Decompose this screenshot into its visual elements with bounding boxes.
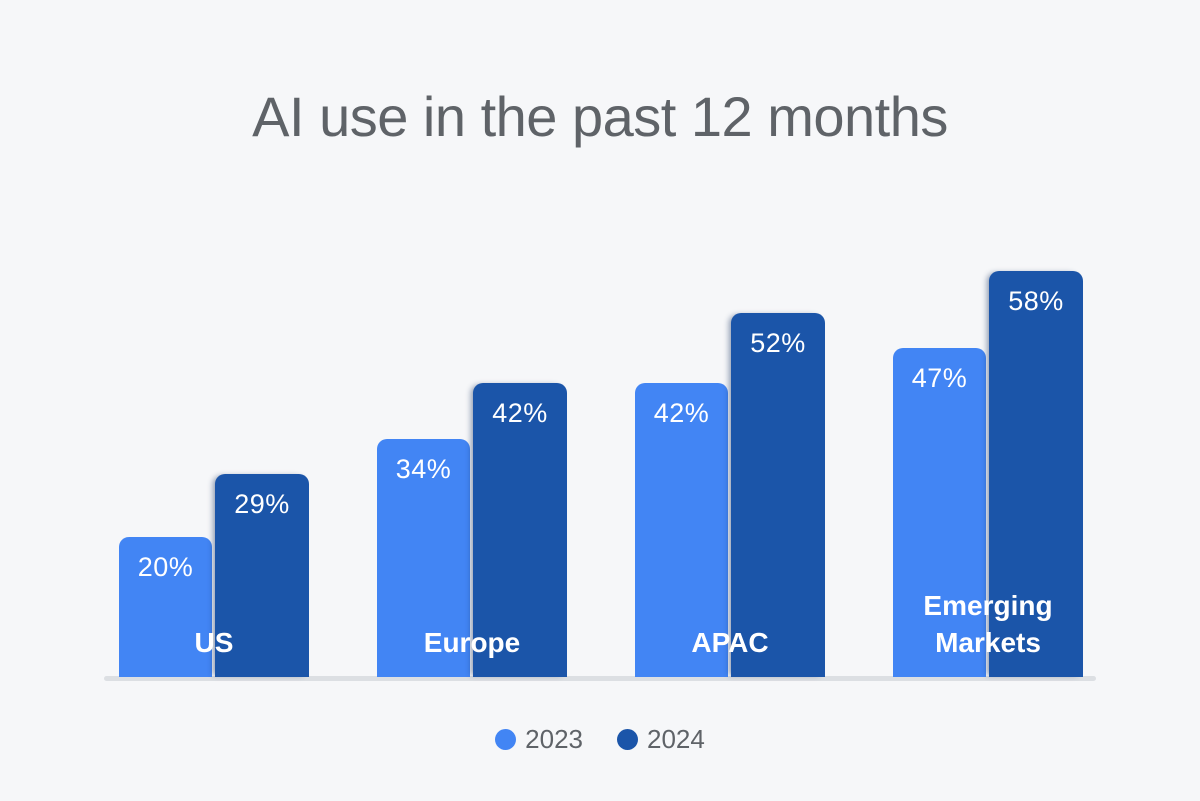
legend-dot-2023-icon — [495, 729, 517, 750]
bar-group-europe: 34% 42% Europe — [377, 383, 567, 677]
category-label-apac: APAC — [691, 627, 769, 659]
legend-label-2023: 2023 — [525, 724, 583, 754]
chart-legend: 2023 2024 — [0, 724, 1200, 755]
category-label-europe: Europe — [423, 627, 521, 659]
category-label-emerging-markets: Emerging Markets — [923, 590, 1053, 659]
bar-group-apac: 42% 52% APAC — [635, 313, 825, 677]
bar-us-2023: 20% — [119, 537, 212, 677]
bar-group-emerging-markets: 47% 58% Emerging Markets — [893, 271, 1083, 677]
bar-apac-2024: 52% — [731, 313, 825, 677]
x-axis-line — [104, 676, 1096, 681]
legend-item-2023: 2023 — [495, 724, 583, 755]
legend-label-2024: 2024 — [647, 724, 705, 754]
bar-apac-2023: 42% — [635, 383, 728, 677]
bar-value-label: 58% — [1008, 286, 1064, 316]
bar-value-label: 42% — [653, 398, 710, 428]
legend-item-2024: 2024 — [617, 724, 705, 755]
bar-europe-2023: 34% — [377, 439, 470, 677]
bar-emerging-markets-2023: 47% — [893, 348, 986, 677]
legend-dot-2024-icon — [617, 729, 638, 750]
plot-area: 20% 29% US 34% 42% Europe 42% 52% APAC — [119, 271, 1083, 677]
bar-us-2024: 29% — [215, 474, 309, 677]
category-label-us: US — [194, 627, 234, 659]
chart-title: AI use in the past 12 months — [252, 85, 948, 148]
bar-value-label: 47% — [911, 363, 968, 393]
bar-group-us: 20% 29% US — [119, 474, 309, 677]
bar-value-label: 52% — [750, 328, 806, 358]
bar-emerging-markets-2024: 58% — [989, 271, 1083, 677]
bar-value-label: 20% — [137, 552, 194, 582]
bar-europe-2024: 42% — [473, 383, 567, 677]
bar-value-label: 42% — [492, 398, 548, 428]
bar-value-label: 29% — [234, 489, 290, 519]
bar-value-label: 34% — [395, 454, 452, 484]
